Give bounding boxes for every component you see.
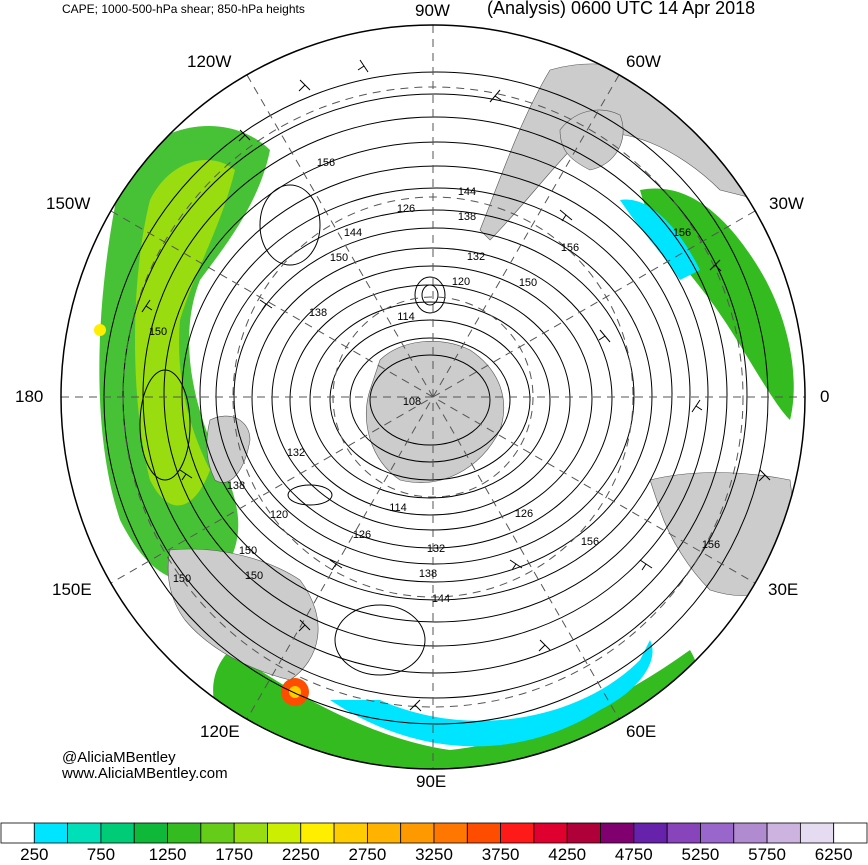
credit-website: www.AliciaMBentley.com (62, 765, 228, 782)
colorbar-swatch (600, 822, 635, 844)
colorbar-swatch (666, 822, 701, 844)
contour-label-group: 156 144 126 138 132 120 150 138 114 150 … (149, 157, 720, 605)
colorbar-label: 1750 (215, 845, 254, 864)
contour-label: 108 (403, 396, 421, 408)
shear-wind-barbs (141, 59, 771, 712)
cape-shading-south-cyan (330, 640, 653, 747)
colorbar-label: 750 (86, 845, 116, 864)
colorbar-label: 6250 (814, 845, 853, 864)
contour-label: 156 (702, 539, 720, 551)
colorbar-label: 4750 (614, 845, 653, 864)
colorbar-swatch (333, 822, 368, 844)
colorbar-swatch (100, 822, 135, 844)
lon-label-60e: 60E (626, 722, 657, 741)
lon-label-90w: 90W (415, 1, 450, 20)
contour-label: 150 (519, 277, 537, 289)
colorbar-swatch (766, 822, 801, 844)
contour-label: 114 (389, 502, 407, 514)
colorbar-label: 5750 (748, 845, 786, 864)
contour-label: 156 (581, 536, 599, 548)
colorbar-swatch (33, 822, 69, 844)
contour-label: 120 (452, 276, 470, 288)
contour-label: 150 (245, 570, 263, 582)
contour-label: 156 (561, 242, 579, 254)
contour-label: 156 (317, 157, 335, 169)
colorbar-swatch (200, 822, 235, 844)
lon-label-60w: 60W (626, 52, 661, 71)
colorbar-swatch (700, 822, 735, 844)
map-title-left: CAPE; 1000-500-hPa shear; 850-hPa height… (62, 2, 305, 16)
colorbar-swatch (300, 822, 335, 844)
lon-label-0: 0 (820, 387, 830, 406)
lon-label-150e: 150E (52, 580, 92, 599)
contour-label: 144 (458, 186, 476, 198)
colorbar-label: 3250 (415, 845, 453, 864)
contour-label: 132 (427, 543, 445, 555)
contour-label: 144 (344, 227, 362, 239)
colorbar-swatch (833, 822, 868, 844)
contour-label: 150 (173, 573, 191, 585)
contour-label: 150 (330, 252, 348, 264)
colorbar-swatch (267, 822, 302, 844)
contour-label: 156 (673, 227, 691, 239)
land-arctic-islands (365, 341, 504, 483)
lon-label-30e: 30E (768, 580, 799, 599)
land-asia (167, 548, 319, 681)
colorbar-label: 2750 (348, 845, 387, 864)
contour-label: 150 (239, 545, 257, 557)
contour-label: 138 (458, 211, 476, 223)
colorbar-swatch (400, 822, 435, 844)
contour-label: 144 (432, 593, 450, 605)
colorbar-swatch (733, 822, 768, 844)
colorbar-swatch (466, 822, 502, 844)
colorbar-swatch (67, 822, 102, 844)
colorbar-swatch (433, 822, 468, 844)
height-contours (103, 71, 769, 725)
colorbar-swatch (233, 822, 268, 844)
contour-label: 138 (419, 568, 437, 580)
contour-label: 132 (287, 447, 305, 459)
land-greenland (559, 109, 624, 171)
cape-shading-east-cyan (620, 199, 700, 280)
colorbar-swatch (799, 822, 835, 844)
colorbar-label: 5250 (681, 845, 720, 864)
colorbar-swatch (133, 822, 168, 844)
contour-label: 120 (270, 509, 288, 521)
credit-twitter: @AliciaMBentley (62, 749, 176, 766)
lon-label-150w: 150W (46, 194, 91, 213)
colorbar-swatch (533, 822, 568, 844)
lon-label-90e: 90E (416, 772, 447, 791)
colorbar-label: 2250 (281, 845, 320, 864)
colorbar-swatch (566, 822, 601, 844)
colorbar (0, 822, 868, 844)
colorbar-label: 4250 (548, 845, 587, 864)
contour-label: 114 (397, 311, 415, 323)
cape-shading-west (99, 126, 271, 581)
cape-shading-west-inner (135, 160, 235, 506)
colorbar-swatch (500, 822, 535, 844)
map-border (60, 24, 806, 770)
colorbar-label: 3750 (481, 845, 520, 864)
colorbar-label: 250 (20, 845, 49, 864)
contour-label: 150 (149, 326, 167, 338)
lat-lon-grid (61, 25, 805, 769)
lon-label-120e: 120E (200, 722, 240, 741)
contour-label: 138 (227, 480, 245, 492)
contour-label: 126 (353, 529, 371, 541)
map-title-right: (Analysis) 0600 UTC 14 Apr 2018 (487, 0, 756, 18)
contour-label: 126 (515, 508, 533, 520)
colorbar-swatch (0, 822, 35, 844)
colorbar-swatch (633, 822, 668, 844)
colorbar-label: 1250 (148, 845, 187, 864)
contour-label: 138 (309, 307, 327, 319)
colorbar-swatch (366, 822, 402, 844)
lon-label-120w: 120W (187, 52, 232, 71)
colorbar-swatch (167, 822, 202, 844)
contour-label: 126 (397, 203, 415, 215)
contour-label: 132 (467, 251, 485, 263)
lon-label-30w: 30W (769, 194, 804, 213)
lon-label-180: 180 (15, 387, 44, 406)
